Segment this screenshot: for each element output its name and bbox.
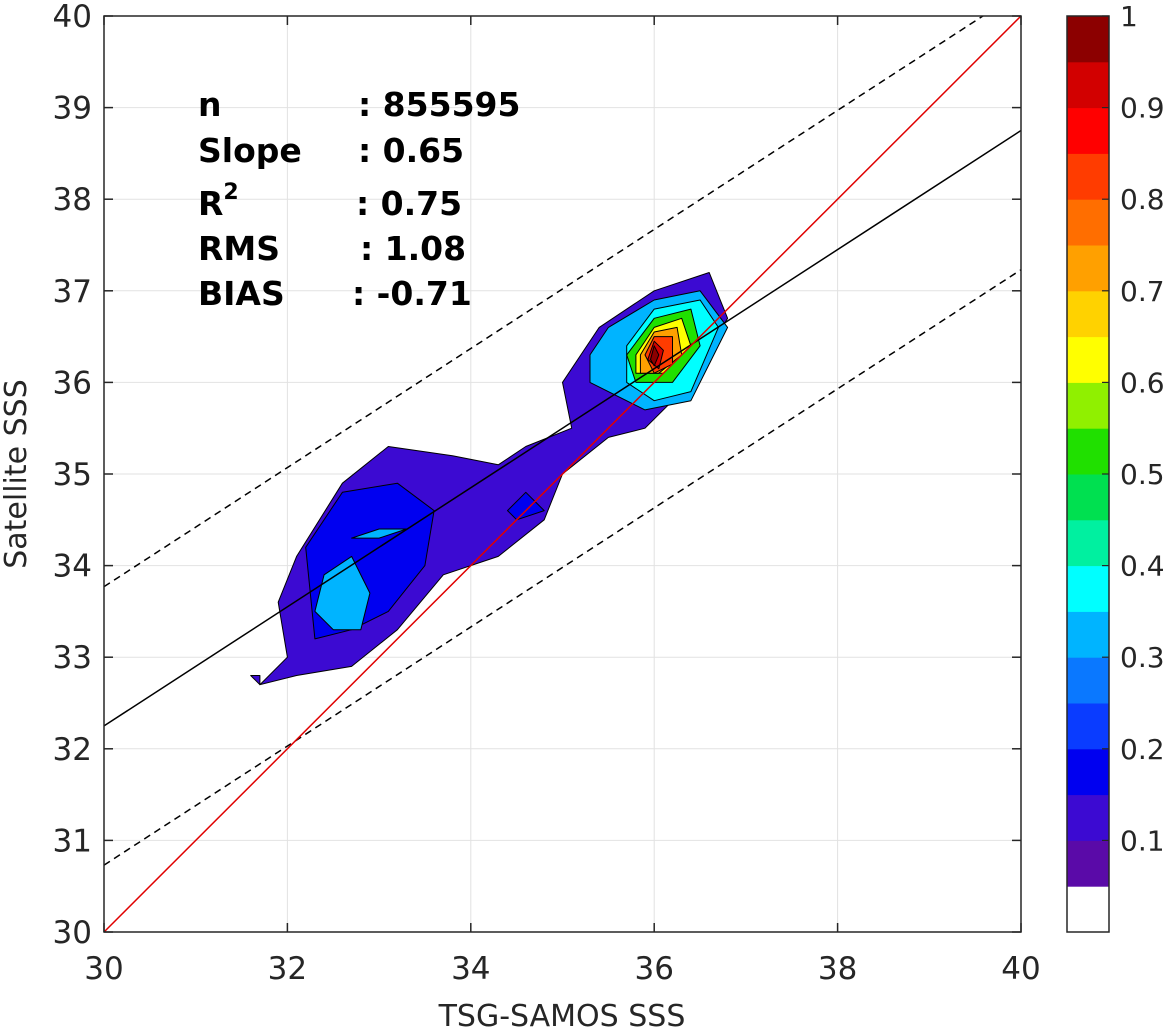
colorbar-segment <box>1067 748 1109 796</box>
colorbar-segment <box>1067 16 1109 63</box>
colorbar-segment <box>1067 657 1109 704</box>
colorbar-tick-label: 0.8 <box>1120 183 1165 216</box>
lower-bound-dashed-line <box>104 269 1021 866</box>
y-tick-label: 39 <box>53 91 92 127</box>
regression-line <box>104 129 1021 727</box>
colorbar-tick-label: 0.9 <box>1120 92 1165 125</box>
stat-r2-value: : 0.75 <box>356 184 462 223</box>
colorbar-segment <box>1067 61 1109 109</box>
y-tick-label: 35 <box>53 457 92 493</box>
stat-rms-label: RMS <box>198 229 280 268</box>
stat-bias-label: BIAS <box>198 274 285 313</box>
x-tick-label: 40 <box>1001 951 1040 987</box>
stat-r2-superscript: 2 <box>223 180 238 205</box>
colorbar-segment <box>1067 290 1109 338</box>
y-tick-label: 33 <box>53 640 92 676</box>
colorbar-tick-label: 0.3 <box>1120 641 1165 674</box>
x-tick-label: 34 <box>451 951 490 987</box>
colorbar-segment <box>1067 794 1109 841</box>
contour-region <box>314 555 371 631</box>
reference-lines <box>104 16 1021 932</box>
statistics-box: n : 855595 Slope : 0.65 R2 : 0.75 RMS : … <box>198 85 520 313</box>
colorbar-segment <box>1067 519 1109 567</box>
colorbar-tick-label: 0.4 <box>1120 550 1165 583</box>
y-tick-label: 32 <box>53 732 92 768</box>
axis-ticks: 30 32 34 36 38 40 30 31 32 33 34 35 36 37 38 39 40 <box>53 0 1041 987</box>
colorbar-segment <box>1067 107 1109 154</box>
stat-slope-value: : 0.65 <box>358 131 464 170</box>
colorbar: 0.1 0.2 0.3 0.4 0.5 0.6 0.7 0.8 0.9 1 <box>1066 0 1165 933</box>
colorbar-segment <box>1067 840 1109 887</box>
colorbar-tick-label: 1 <box>1120 0 1138 33</box>
y-axis-title: Satellite SSS <box>0 379 34 569</box>
colorbar-tick-label: 0.7 <box>1120 275 1165 308</box>
colorbar-segment <box>1067 565 1109 612</box>
y-tick-label: 37 <box>53 274 92 310</box>
stat-bias-value: : -0.71 <box>352 274 472 313</box>
colorbar-segment <box>1067 336 1109 383</box>
colorbar-segment <box>1067 703 1109 750</box>
y-tick-label: 34 <box>53 549 92 585</box>
colorbar-segment <box>1067 474 1109 521</box>
upper-bound-dashed-line <box>104 16 985 588</box>
y-tick-label: 31 <box>53 823 92 859</box>
stat-r2-label: R2 <box>198 180 239 223</box>
x-tick-label: 32 <box>268 951 307 987</box>
x-tick-label: 36 <box>634 951 673 987</box>
colorbar-segment <box>1067 886 1109 933</box>
y-tick-label: 40 <box>53 0 92 35</box>
colorbar-segment <box>1067 199 1109 246</box>
contour-region <box>507 491 545 521</box>
stat-rms-value: : 1.08 <box>360 229 466 268</box>
colorbar-segment <box>1067 245 1109 292</box>
contour-region <box>650 345 660 367</box>
colorbar-segment <box>1067 382 1109 429</box>
colorbar-segment <box>1067 153 1109 200</box>
stat-n-label: n <box>198 85 222 124</box>
x-tick-label: 30 <box>84 951 123 987</box>
one-to-one-line <box>104 16 1021 932</box>
colorbar-segment <box>1067 611 1109 658</box>
colorbar-tick-label: 0.6 <box>1120 366 1165 399</box>
colorbar-tick-label: 0.2 <box>1120 733 1165 766</box>
stat-n-value: : 855595 <box>358 85 520 124</box>
stat-slope-label: Slope <box>198 131 302 170</box>
colorbar-tick-label: 0.5 <box>1120 458 1165 491</box>
y-tick-label: 36 <box>53 365 92 401</box>
x-tick-label: 38 <box>818 951 857 987</box>
colorbar-tick-label: 0.1 <box>1120 824 1165 857</box>
contour-region <box>250 675 261 686</box>
x-axis-title: TSG-SAMOS SSS <box>438 999 686 1028</box>
colorbar-segment <box>1067 428 1109 475</box>
y-tick-label: 30 <box>53 915 92 951</box>
y-tick-label: 38 <box>53 182 92 218</box>
